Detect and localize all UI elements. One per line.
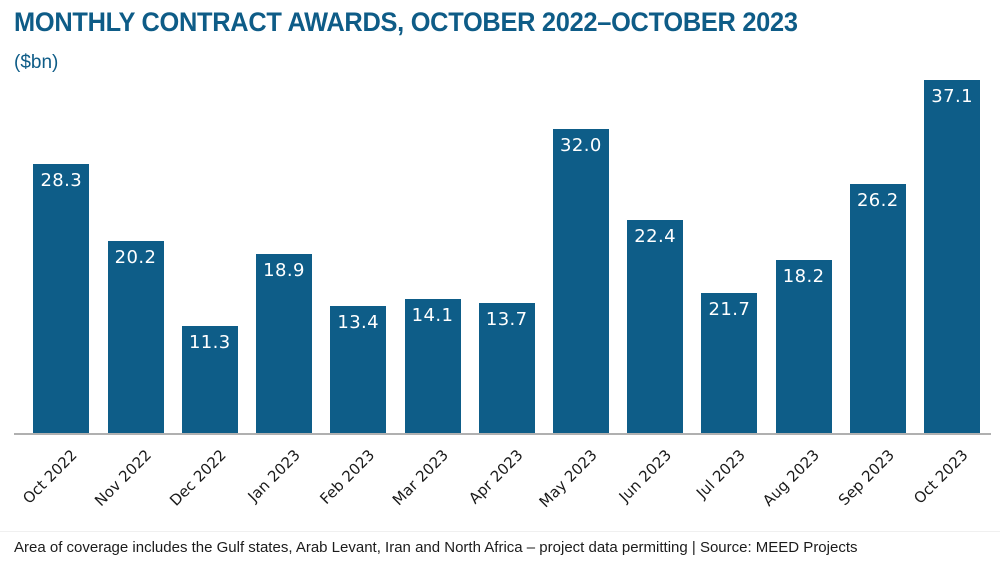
bar: 28.3 bbox=[33, 164, 90, 434]
bar-value-label: 13.7 bbox=[485, 309, 528, 330]
x-axis-label: Jan 2023 bbox=[244, 446, 304, 506]
bar: 11.3 bbox=[181, 326, 238, 434]
bar-value-label: 28.3 bbox=[40, 170, 83, 191]
bar: 22.4 bbox=[627, 220, 684, 434]
bar-value-label: 18.2 bbox=[782, 266, 825, 287]
x-axis-label: Sep 2023 bbox=[834, 446, 898, 510]
chart-unit-label: ($bn) bbox=[14, 52, 59, 73]
bar-value-label: 21.7 bbox=[708, 299, 751, 320]
bar: 20.2 bbox=[107, 241, 164, 434]
bar: 26.2 bbox=[849, 184, 906, 434]
bar-value-label: 22.4 bbox=[634, 226, 676, 247]
bar-value-label: 32.0 bbox=[560, 135, 602, 156]
x-axis-label: Dec 2022 bbox=[165, 446, 230, 510]
bar-value-label: 13.4 bbox=[337, 312, 380, 333]
x-axis-line bbox=[14, 433, 991, 435]
x-axis-label: Oct 2022 bbox=[19, 446, 82, 508]
bar-value-label: 37.1 bbox=[931, 86, 973, 107]
bar: 21.7 bbox=[701, 293, 758, 434]
bar-value-label: 11.3 bbox=[188, 332, 231, 353]
chart-title: MONTHLY CONTRACT AWARDS, OCTOBER 2022–OC… bbox=[14, 7, 798, 37]
x-axis-label: Jun 2023 bbox=[615, 446, 675, 506]
bar-value-label: 14.1 bbox=[411, 305, 454, 326]
bar: 13.4 bbox=[330, 306, 387, 434]
x-axis-label: Nov 2022 bbox=[91, 446, 156, 510]
bar: 18.9 bbox=[256, 254, 312, 434]
bar: 37.1 bbox=[924, 80, 981, 434]
x-axis-label: May 2023 bbox=[535, 446, 601, 512]
source-footnote: Area of coverage includes the Gulf state… bbox=[0, 531, 1000, 556]
bar-value-label: 18.9 bbox=[263, 260, 305, 281]
bar: 18.2 bbox=[775, 260, 832, 434]
bar: 32.0 bbox=[552, 129, 609, 434]
bar: 14.1 bbox=[404, 299, 461, 434]
x-axis-label: Jul 2023 bbox=[693, 446, 750, 502]
x-axis-label: Mar 2023 bbox=[389, 446, 453, 510]
bar-value-label: 26.2 bbox=[856, 190, 899, 211]
bar: 13.7 bbox=[478, 303, 535, 434]
x-axis-label: Aug 2023 bbox=[759, 446, 824, 510]
x-axis-label: Feb 2023 bbox=[316, 446, 378, 508]
x-axis-label: Oct 2023 bbox=[910, 446, 972, 508]
x-axis-label: Apr 2023 bbox=[464, 446, 527, 508]
bar-value-label: 20.2 bbox=[114, 247, 157, 268]
